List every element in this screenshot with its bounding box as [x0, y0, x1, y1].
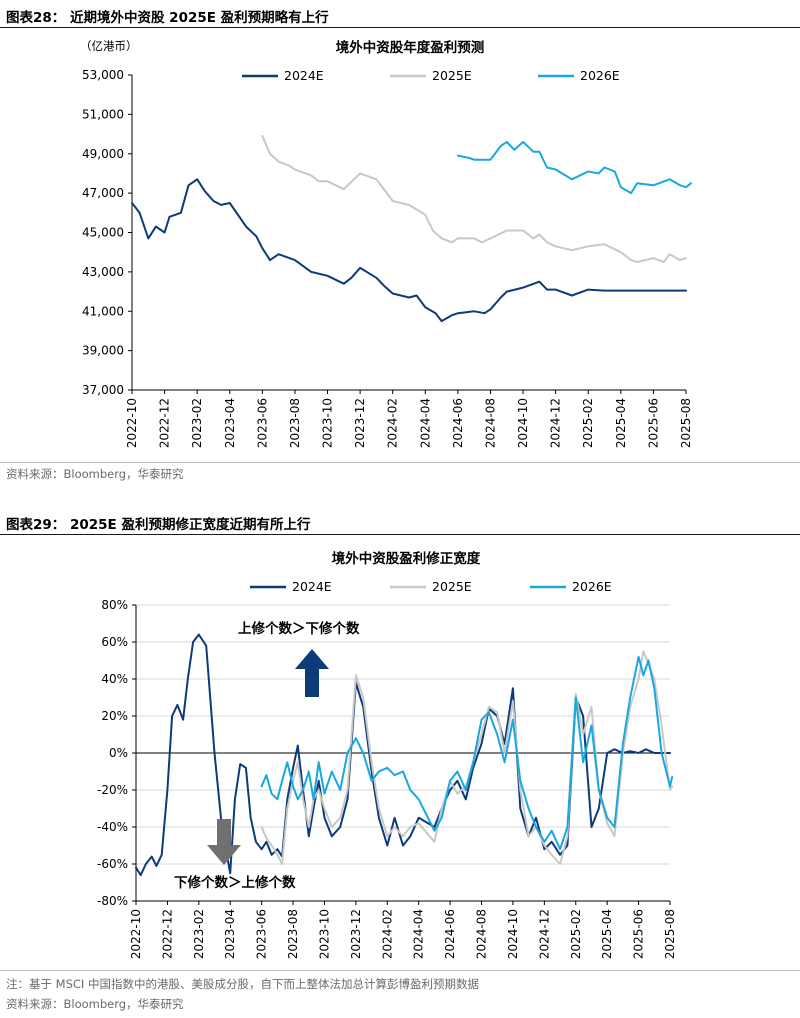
y-tick-label: 40% [101, 672, 128, 686]
y-tick-label: -40% [97, 820, 128, 834]
series-line-2024E [131, 178, 687, 323]
figure-29-caption: 图表29： 2025E 盈利预期修正宽度近期有所上行 [6, 517, 311, 533]
series-line-2025E [260, 650, 674, 865]
chart-revision-breadth: 境外中资股盈利修正宽度 80% 60% 40% 20% 0% -20% -40% -60% -80… [97, 550, 677, 959]
x-tick-label: 2024-12 [549, 398, 563, 448]
y-tick-label: -20% [97, 783, 128, 797]
figure-28-source: 资料来源：Bloomberg，华泰研究 [6, 467, 184, 481]
x-tick-label: 2024-06 [451, 398, 465, 448]
x-tick-label: 2023-08 [286, 909, 300, 959]
series-line-2024E [135, 633, 671, 877]
y-tick-label: 49,000 [82, 147, 124, 161]
x-tick-label: 2025-04 [614, 398, 628, 448]
down-arrow-icon [207, 819, 241, 865]
x-tick-label: 2024-02 [386, 398, 400, 448]
y-tick-label: 53,000 [82, 68, 124, 82]
legend-label-2026E: 2026E [580, 68, 620, 83]
x-tick-label: 2025-04 [600, 909, 614, 959]
series-line-2026E [456, 140, 692, 195]
y-tick-label: 51,000 [82, 107, 124, 121]
x-tick-label: 2024-02 [380, 909, 394, 959]
figure-29-note: 注：基于 MSCI 中国指数中的港股、美股成分股，自下而上整体法加总计算彭博盈利… [6, 977, 479, 991]
y-tick-label: 45,000 [82, 226, 124, 240]
legend-label-2024E: 2024E [284, 68, 324, 83]
y-tick-label: 20% [101, 709, 128, 723]
legend-label-2024E: 2024E [292, 579, 332, 594]
x-tick-label: 2023-06 [255, 909, 269, 959]
x-tick-label: 2024-08 [475, 909, 489, 959]
x-tick-label: 2022-12 [160, 909, 174, 959]
y-tick-label: 43,000 [82, 265, 124, 279]
series-line-2025E [261, 135, 687, 263]
x-tick-label: 2025-06 [646, 398, 660, 448]
legend-label-2026E: 2026E [572, 579, 612, 594]
legend-label-2025E: 2025E [432, 68, 472, 83]
y-tick-label: 60% [101, 635, 128, 649]
figure-28-rule [0, 27, 800, 28]
legend-label-2025E: 2025E [432, 579, 472, 594]
x-tick-label: 2023-02 [190, 398, 204, 448]
x-tick-label: 2023-04 [223, 398, 237, 448]
y-tick-label: 41,000 [82, 304, 124, 318]
figure-28-source-rule [0, 462, 800, 463]
y-tick-label: 47,000 [82, 186, 124, 200]
x-tick-label: 2024-06 [443, 909, 457, 959]
chart-earnings-forecast: 境外中资股年度盈利预测 （亿港币） 53,000 51,000 49,000 47,000… [80, 39, 693, 448]
x-tick-label: 2023-04 [223, 909, 237, 959]
y-unit-label: （亿港币） [80, 39, 138, 53]
x-tick-label: 2023-12 [353, 398, 367, 448]
series-line-2026E [260, 655, 674, 851]
annotation-down-label: 下修个数＞上修个数 [174, 874, 296, 891]
y-tick-label: 80% [101, 598, 128, 612]
y-tick-label: 37,000 [82, 383, 124, 397]
x-tick-label: 2023-02 [192, 909, 206, 959]
x-tick-label: 2023-12 [349, 909, 363, 959]
x-tick-label: 2025-08 [663, 909, 677, 959]
x-tick-label: 2023-08 [288, 398, 302, 448]
x-tick-label: 2024-08 [483, 398, 497, 448]
x-tick-label: 2022-12 [158, 398, 172, 448]
y-tick-label: 0% [109, 746, 128, 760]
x-tick-label: 2022-10 [125, 398, 139, 448]
x-tick-label: 2023-10 [317, 909, 331, 959]
x-tick-label: 2025-02 [569, 909, 583, 959]
chart-title: 境外中资股年度盈利预测 [336, 39, 485, 56]
figure-29-source: 资料来源：Bloomberg，华泰研究 [6, 997, 184, 1011]
x-tick-label: 2023-10 [321, 398, 335, 448]
y-tick-label: 39,000 [82, 344, 124, 358]
x-tick-label: 2024-04 [418, 398, 432, 448]
up-arrow-icon [295, 649, 329, 697]
figure-29-note-rule [0, 970, 800, 971]
figure-29-rule [0, 534, 800, 535]
x-tick-label: 2024-12 [537, 909, 551, 959]
annotation-up-label: 上修个数＞下修个数 [238, 620, 360, 637]
x-tick-label: 2023-06 [255, 398, 269, 448]
x-tick-label: 2022-10 [129, 909, 143, 959]
x-tick-label: 2024-04 [412, 909, 426, 959]
x-tick-label: 2024-10 [516, 398, 530, 448]
chart-title: 境外中资股盈利修正宽度 [332, 550, 481, 567]
x-tick-label: 2025-06 [632, 909, 646, 959]
x-tick-label: 2024-10 [506, 909, 520, 959]
x-tick-label: 2025-08 [679, 398, 693, 448]
y-tick-label: -60% [97, 857, 128, 871]
x-tick-label: 2025-02 [581, 398, 595, 448]
figure-28-caption: 图表28： 近期境外中资股 2025E 盈利预期略有上行 [6, 10, 329, 26]
y-tick-label: -80% [97, 894, 128, 908]
